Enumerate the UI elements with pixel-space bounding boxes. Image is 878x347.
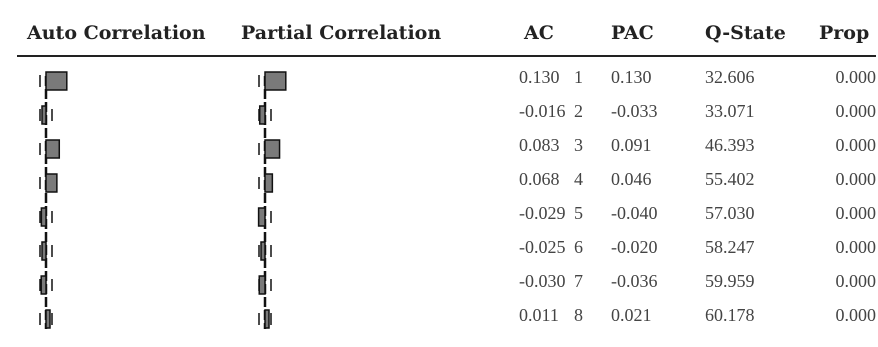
cell-ac: -0.029 [519, 203, 566, 223]
cell-q-state: 59.959 [705, 271, 755, 291]
cell-ac: 0.130 [519, 67, 560, 87]
header-auto-correlation: Auto Correlation [27, 22, 206, 44]
cell-pac: -0.040 [611, 203, 658, 223]
cell-pac: 0.021 [611, 305, 652, 325]
cell-lag: 4 [574, 169, 583, 189]
auto-correlation-bar [40, 275, 47, 295]
cell-pac: -0.020 [611, 237, 658, 257]
cell-pac: 0.091 [611, 135, 652, 155]
cell-lag: 8 [574, 305, 583, 325]
cell-prop: 0.000 [835, 135, 877, 155]
cell-ac: 0.068 [519, 169, 560, 189]
cell-ac: 0.011 [519, 305, 559, 325]
cell-q-state: 55.402 [705, 169, 755, 189]
header-q-state: Q-State [705, 22, 786, 44]
partial-correlation-bar [260, 241, 266, 261]
cell-prop: 0.000 [835, 237, 877, 257]
cell-prop: 0.000 [835, 271, 877, 291]
header-pac: PAC [611, 22, 654, 44]
auto-correlation-bar [41, 105, 47, 125]
cell-lag: 2 [574, 101, 583, 121]
partial-correlation-bar [264, 71, 287, 91]
cell-prop: 0.000 [835, 203, 877, 223]
cell-q-state: 32.606 [705, 67, 755, 87]
auto-correlation-bar [45, 71, 68, 91]
partial-correlation-bar [257, 207, 266, 227]
partial-correlation-bar [258, 105, 266, 125]
cell-lag: 7 [574, 271, 583, 291]
cell-pac: 0.130 [611, 67, 652, 87]
cell-q-state: 33.071 [705, 101, 755, 121]
cell-lag: 6 [574, 237, 583, 257]
auto-correlation-bar [45, 309, 51, 329]
header-ac: AC [524, 22, 554, 44]
cell-prop: 0.000 [835, 67, 877, 87]
partial-correlation-bar [264, 173, 274, 193]
cell-q-state: 57.030 [705, 203, 755, 223]
cell-lag: 5 [574, 203, 583, 223]
auto-correlation-bar [41, 241, 47, 261]
cell-pac: -0.033 [611, 101, 658, 121]
header-prop: Prop [819, 22, 870, 44]
auto-correlation-bar [45, 173, 58, 193]
cell-q-state: 58.247 [705, 237, 755, 257]
cell-ac: 0.083 [519, 135, 560, 155]
cell-q-state: 60.178 [705, 305, 755, 325]
partial-correlation-bar [258, 275, 266, 295]
auto-correlation-bar [45, 139, 61, 159]
cell-lag: 1 [574, 67, 583, 87]
cell-q-state: 46.393 [705, 135, 755, 155]
partial-correlation-bar [264, 309, 270, 329]
cell-pac: -0.036 [611, 271, 658, 291]
partial-correlation-bar [264, 139, 281, 159]
header-rule [17, 55, 876, 57]
cell-pac: 0.046 [611, 169, 652, 189]
cell-prop: 0.000 [835, 305, 877, 325]
auto-correlation-bar [40, 207, 47, 227]
cell-ac: -0.030 [519, 271, 566, 291]
cell-ac: -0.025 [519, 237, 566, 257]
cell-ac: -0.016 [519, 101, 566, 121]
cell-prop: 0.000 [835, 101, 877, 121]
header-partial-correlation: Partial Correlation [241, 22, 442, 44]
cell-lag: 3 [574, 135, 583, 155]
cell-prop: 0.000 [835, 169, 877, 189]
